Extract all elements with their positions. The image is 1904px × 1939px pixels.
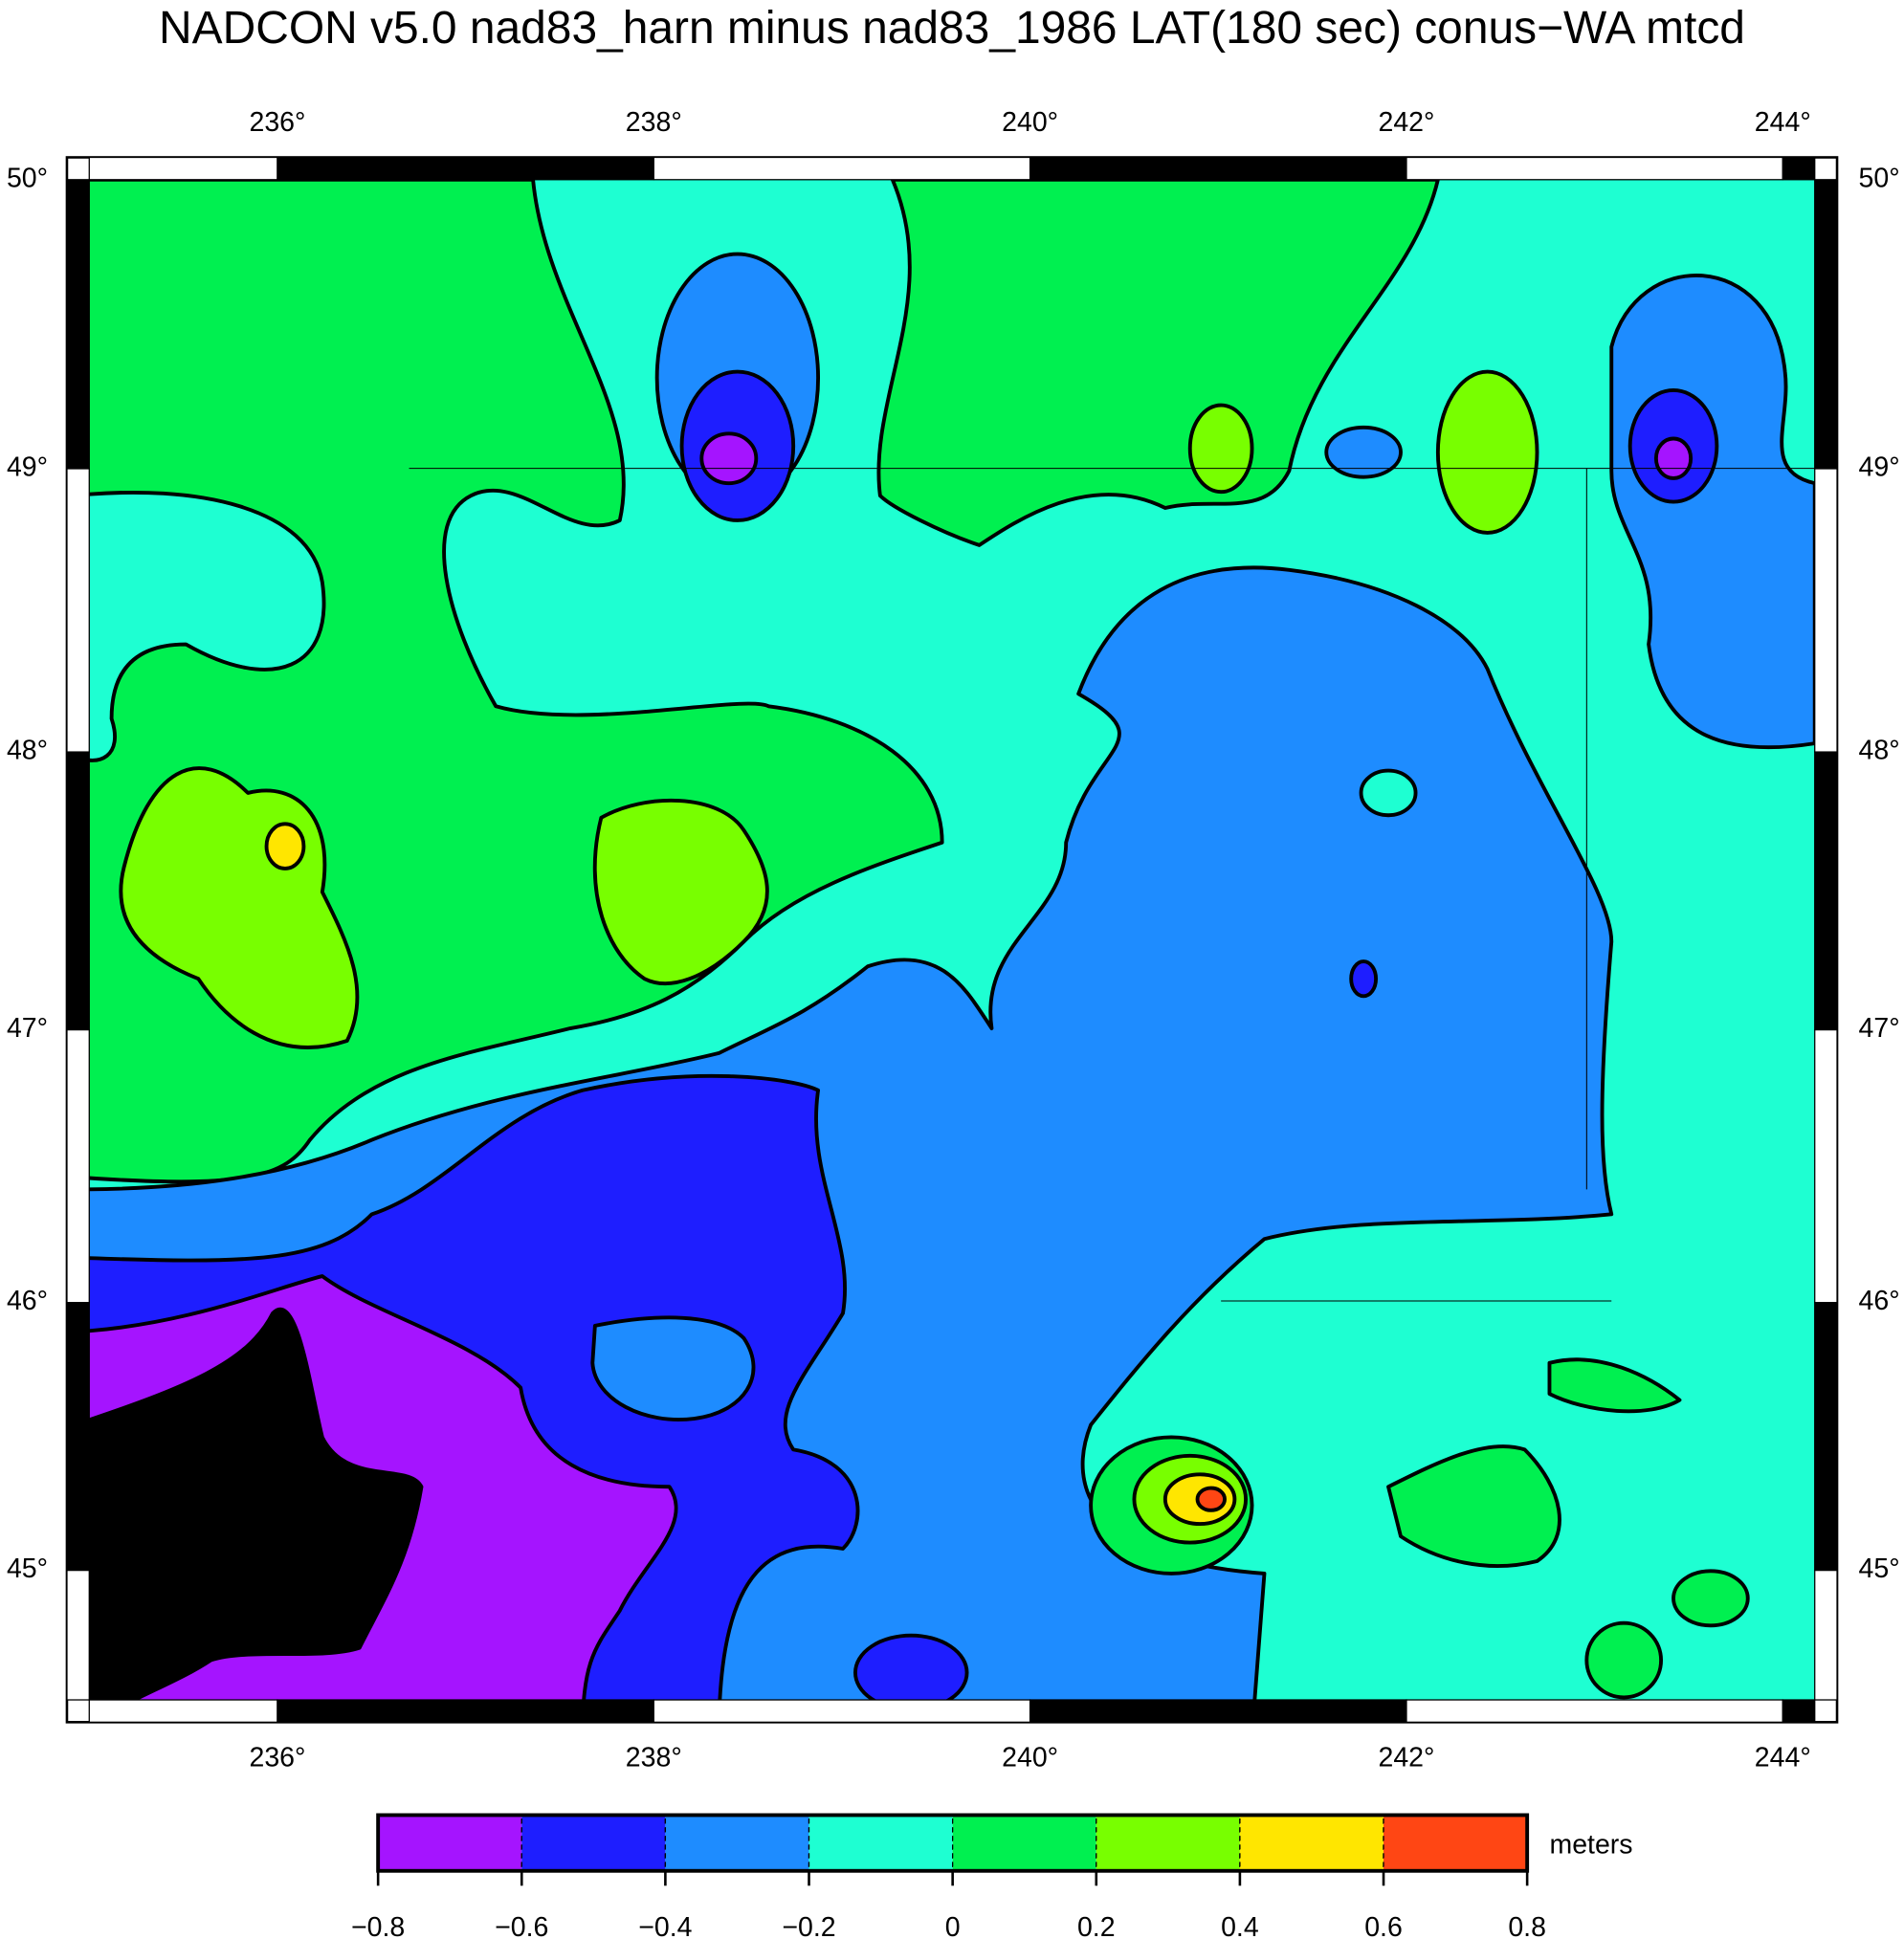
field-region — [1584, 1620, 1664, 1700]
frame-segment — [277, 156, 654, 181]
field-region — [1195, 1486, 1227, 1512]
field-region — [1187, 403, 1254, 495]
colorbar-box — [377, 1814, 522, 1872]
field-region — [1359, 768, 1418, 818]
colorbar-tick-label: 0.8 — [1508, 1912, 1546, 1939]
frame-segment — [653, 1699, 1031, 1723]
frame-segment — [1406, 1699, 1783, 1723]
frame-segment — [277, 1699, 654, 1723]
frame-segment — [1814, 179, 1838, 470]
y-tick-label: 46° — [1859, 1286, 1900, 1316]
colorbar-tick-label: −0.2 — [782, 1912, 835, 1939]
colorbar-box — [1096, 1814, 1241, 1872]
frame-segment — [88, 1699, 278, 1723]
field-region — [89, 490, 326, 762]
y-tick-label: 48° — [1859, 736, 1900, 766]
frame-segment — [1406, 156, 1783, 181]
frame-segment — [66, 751, 90, 1031]
field-region — [1386, 1444, 1561, 1568]
frame-segment — [1814, 468, 1838, 753]
frame-segment — [66, 1569, 90, 1701]
frame-segment — [1814, 1028, 1838, 1304]
frame-segment — [1814, 751, 1838, 1031]
x-tick-label: 242° — [1378, 1743, 1434, 1774]
x-tick-label: 236° — [249, 1743, 305, 1774]
frame-segment — [88, 156, 278, 181]
colorbar-box — [664, 1814, 810, 1872]
frame-segment — [1782, 1699, 1816, 1723]
colorbar-tick-label: 0.2 — [1077, 1912, 1116, 1939]
y-tick-label: 50° — [1859, 163, 1900, 193]
colorbar-box — [808, 1814, 954, 1872]
y-tick-label: 49° — [7, 452, 48, 482]
x-tick-label: 240° — [1002, 1743, 1058, 1774]
field-region — [1324, 425, 1403, 479]
colorbar-label: meters — [1549, 1829, 1632, 1860]
x-tick-label: 244° — [1755, 107, 1811, 138]
field-region — [876, 179, 1440, 547]
frame-segment — [1814, 1302, 1838, 1572]
x-tick-label: 244° — [1755, 1743, 1811, 1774]
colorbar-box — [1239, 1814, 1384, 1872]
frame-segment — [66, 179, 90, 470]
frame-segment — [1814, 1569, 1838, 1701]
y-tick-label: 45° — [1859, 1553, 1900, 1584]
field-region — [264, 822, 306, 870]
y-tick-label: 49° — [1859, 452, 1900, 482]
field-region — [590, 1315, 756, 1421]
y-tick-label: 48° — [7, 736, 48, 766]
y-tick-label: 46° — [7, 1286, 48, 1316]
frame-segment — [1029, 1699, 1407, 1723]
frame-segment — [66, 1302, 90, 1572]
colorbar-tick-label: −0.4 — [638, 1912, 692, 1939]
field-region — [1672, 1569, 1750, 1628]
x-tick-label: 236° — [249, 107, 305, 138]
colorbar-tick-label: 0.4 — [1221, 1912, 1259, 1939]
field-region — [699, 431, 759, 486]
state-border — [409, 468, 1815, 1302]
title: NADCON v5.0 nad83_harn minus nad83_1986 … — [159, 3, 1745, 54]
frame-segment — [653, 156, 1031, 181]
x-tick-label: 238° — [626, 107, 682, 138]
field-region — [89, 1308, 424, 1701]
x-tick-label: 240° — [1002, 107, 1058, 138]
field-region — [1435, 369, 1539, 535]
x-tick-label: 242° — [1378, 107, 1434, 138]
frame-segment — [66, 1028, 90, 1304]
colorbar-box — [952, 1814, 1097, 1872]
field-region — [1349, 959, 1379, 999]
colorbar-box — [1383, 1814, 1528, 1872]
y-tick-label: 47° — [7, 1013, 48, 1044]
colorbar-tick-label: 0.6 — [1364, 1912, 1403, 1939]
frame-segment — [66, 468, 90, 753]
frame-segment — [1029, 156, 1407, 181]
y-tick-label: 45° — [7, 1553, 48, 1584]
colorbar-tick-label: −0.6 — [495, 1912, 548, 1939]
x-tick-label: 238° — [626, 1743, 682, 1774]
y-tick-label: 47° — [1859, 1013, 1900, 1044]
y-tick-label: 50° — [7, 163, 48, 193]
field-region — [1653, 436, 1694, 480]
field-region — [1547, 1357, 1682, 1414]
field-region — [853, 1633, 969, 1701]
colorbar-tick-label: 0 — [945, 1912, 961, 1939]
contour-field — [89, 179, 1815, 1701]
field-region — [592, 798, 769, 986]
colorbar-tick-label: −0.8 — [351, 1912, 405, 1939]
colorbar-box — [520, 1814, 667, 1872]
frame-segment — [1782, 156, 1816, 181]
